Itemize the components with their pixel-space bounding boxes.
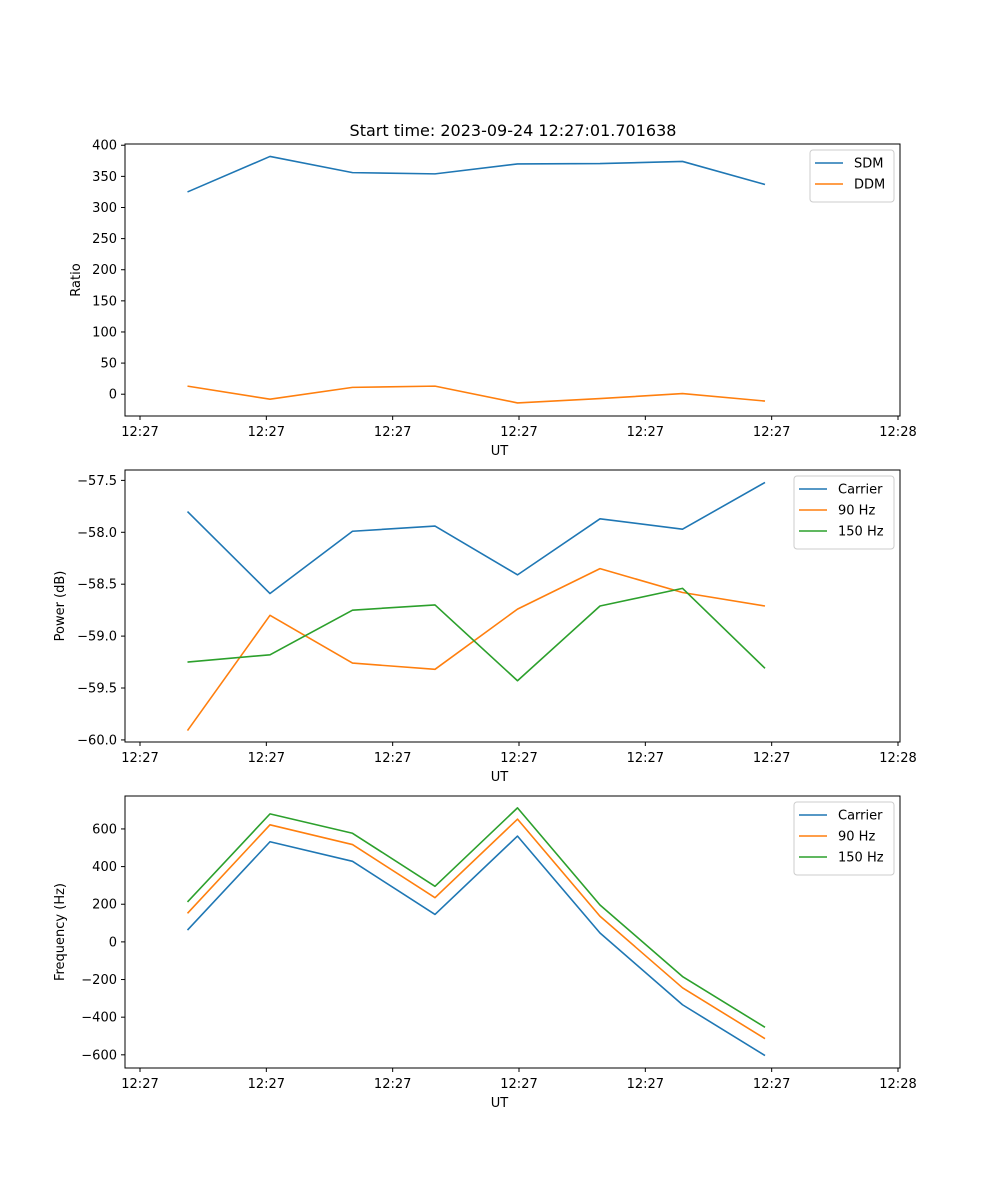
legend-label: 150 Hz (838, 851, 884, 866)
plot-frame-power (124, 469, 901, 743)
legend-label: Carrier (838, 809, 883, 824)
y-tick-label-ratio: 300 (92, 201, 117, 216)
series-line-carrier (186, 481, 766, 595)
panel-ratio: 12:27 12:27 12:27 12:27 12:27 12:27 12:28 0 50 10… (69, 139, 917, 459)
panel-frequency: 12:27 12:27 12:27 12:27 12:27 12:27 12:28 −600 −… (53, 795, 917, 1111)
x-tick-label-power: 12:27 (627, 751, 664, 766)
series-line-carrier (186, 835, 766, 1057)
series-line-90-hz (186, 818, 766, 1040)
legend-label: SDM (854, 157, 883, 172)
x-tick-label-ratio: 12:27 (248, 425, 285, 440)
x-tick-label-ratio: 12:28 (879, 425, 916, 440)
y-tick-label-ratio: 50 (100, 357, 117, 372)
y-tick-label-power: −59.0 (77, 630, 117, 645)
series-line-sdm (187, 155, 766, 193)
legend: Carrier 90 Hz 150 Hz (793, 801, 895, 876)
x-tick-label-power: 12:27 (121, 751, 158, 766)
plot-frame-ratio (124, 143, 901, 417)
y-tick-label-power: −57.5 (77, 474, 117, 489)
y-axis-label: Power (dB) (53, 571, 68, 642)
series-line-ddm (187, 385, 766, 404)
legend-label: DDM (854, 178, 885, 193)
legend-label: 90 Hz (838, 830, 875, 845)
legend: SDM DDM (809, 149, 895, 203)
x-tick-label-ratio: 12:27 (500, 425, 537, 440)
x-tick-label-ratio: 12:27 (374, 425, 411, 440)
series-line-150-hz (187, 587, 766, 682)
plot-frame-frequency (124, 795, 901, 1069)
y-tick-label-power: −58.0 (77, 526, 117, 541)
y-tick-label-ratio: 350 (92, 170, 117, 185)
x-axis-label: UT (491, 1096, 509, 1111)
y-tick-label-frequency: −200 (81, 973, 117, 988)
x-tick-label-frequency: 12:27 (627, 1077, 664, 1092)
y-tick-label-ratio: 200 (92, 263, 117, 278)
x-tick-label-power: 12:27 (374, 751, 411, 766)
x-tick-label-frequency: 12:27 (121, 1077, 158, 1092)
legend-label: 90 Hz (838, 504, 875, 519)
y-tick-label-frequency: 600 (92, 822, 117, 837)
chart-title: Start time: 2023-09-24 12:27:01.701638 (350, 121, 677, 140)
x-tick-label-ratio: 12:27 (627, 425, 664, 440)
series-line-150-hz (186, 807, 766, 1029)
y-axis-label: Ratio (69, 263, 84, 296)
y-tick-label-ratio: 0 (109, 388, 117, 403)
panel-power: 12:27 12:27 12:27 12:27 12:27 12:27 12:28 −60.0… (53, 469, 917, 785)
x-tick-label-power: 12:27 (248, 751, 285, 766)
y-tick-label-ratio: 100 (92, 325, 117, 340)
series-line-90-hz (186, 567, 766, 732)
y-tick-label-frequency: −600 (81, 1048, 117, 1063)
x-tick-label-power: 12:28 (879, 751, 916, 766)
y-tick-label-frequency: −400 (81, 1011, 117, 1026)
x-axis-label: UT (491, 770, 509, 785)
x-tick-label-ratio: 12:27 (121, 425, 158, 440)
y-tick-label-ratio: 400 (92, 139, 117, 154)
y-tick-label-power: −58.5 (77, 578, 117, 593)
x-tick-label-frequency: 12:27 (248, 1077, 285, 1092)
y-tick-label-ratio: 150 (92, 294, 117, 309)
x-tick-label-frequency: 12:27 (374, 1077, 411, 1092)
y-tick-label-frequency: 0 (109, 935, 117, 950)
legend: Carrier 90 Hz 150 Hz (793, 475, 895, 550)
y-tick-label-frequency: 200 (92, 898, 117, 913)
x-tick-label-frequency: 12:28 (879, 1077, 916, 1092)
x-tick-label-frequency: 12:27 (500, 1077, 537, 1092)
y-tick-label-power: −60.0 (77, 733, 117, 748)
legend-label: 150 Hz (838, 525, 884, 540)
y-axis-label: Frequency (Hz) (53, 883, 68, 981)
y-tick-label-frequency: 400 (92, 860, 117, 875)
x-tick-label-ratio: 12:27 (753, 425, 790, 440)
legend-label: Carrier (838, 483, 883, 498)
x-tick-label-frequency: 12:27 (753, 1077, 790, 1092)
x-axis-label: UT (491, 444, 509, 459)
y-tick-label-power: −59.5 (77, 682, 117, 697)
x-tick-label-power: 12:27 (500, 751, 537, 766)
y-tick-label-ratio: 250 (92, 232, 117, 247)
x-tick-label-power: 12:27 (753, 751, 790, 766)
